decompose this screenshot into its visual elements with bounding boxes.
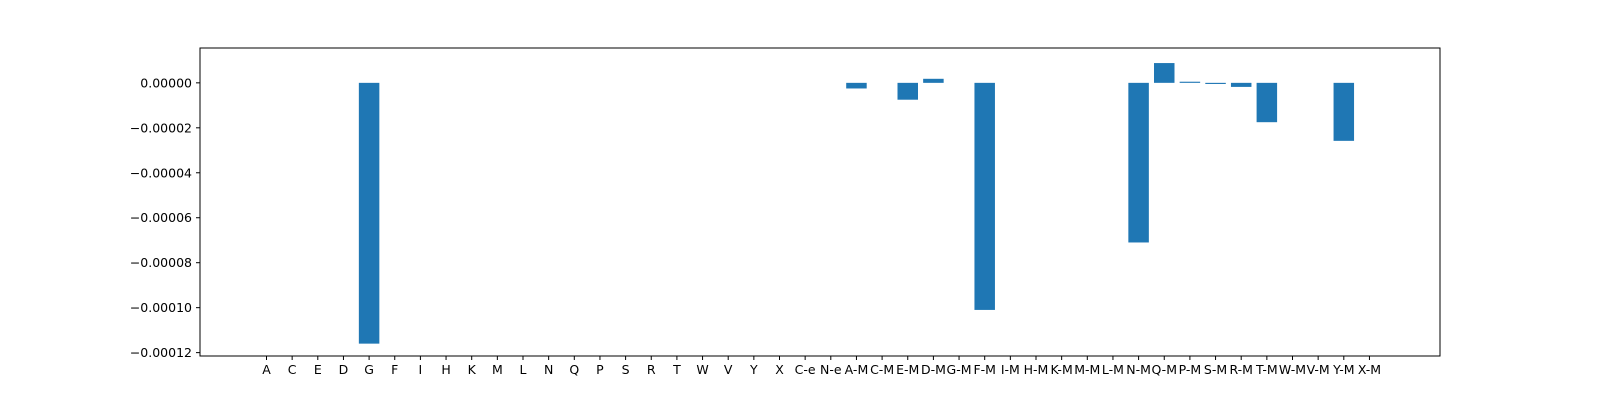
x-axis-ticks: A C E D G F I H K M L N Q P S R T W V Y X C-e N-e A-M C-M E-M D-M G… (262, 356, 1381, 377)
x-tick-label: Y-M (1332, 362, 1354, 377)
x-tick-label: X-M (1358, 362, 1381, 377)
x-tick-label: Q (569, 362, 579, 377)
x-tick-label: L (520, 362, 527, 377)
x-tick-label: P-M (1179, 362, 1202, 377)
x-tick-label: N-M (1126, 362, 1151, 377)
y-tick-label: −0.00002 (130, 120, 192, 135)
x-tick-label: A (262, 362, 271, 377)
x-tick-label: R-M (1229, 362, 1252, 377)
x-tick-label: H (441, 362, 450, 377)
x-tick-label: D (339, 362, 349, 377)
x-tick-label: E-M (896, 362, 919, 377)
x-tick-label: A-M (845, 362, 869, 377)
bar-F-M (974, 82, 995, 310)
x-tick-label: T (672, 362, 681, 377)
x-tick-label: R (647, 362, 656, 377)
x-tick-label: I (419, 362, 423, 377)
x-tick-label: V (724, 362, 733, 377)
x-tick-label: L-M (1102, 362, 1124, 377)
x-tick-label: C-M (870, 362, 894, 377)
bar-E-M (897, 82, 918, 100)
y-tick-label: −0.00006 (130, 210, 192, 225)
y-tick-label: 0.00000 (140, 75, 192, 90)
x-tick-label: V-M (1307, 362, 1330, 377)
y-axis-ticks: 0.00000 −0.00002 −0.00004 −0.00006 −0.00008 −… (130, 75, 200, 360)
bar-Y-M (1333, 82, 1355, 141)
x-tick-label: E (314, 362, 322, 377)
bar-R-M (1230, 82, 1252, 87)
x-tick-label: D-M (921, 362, 946, 377)
bar-S-M (1205, 82, 1226, 84)
y-tick-label: −0.00008 (130, 255, 192, 270)
y-tick-label: −0.00010 (130, 300, 192, 315)
x-tick-label: F-M (973, 362, 996, 377)
x-tick-label: Q-M (1152, 362, 1177, 377)
x-tick-label: P (596, 362, 604, 377)
x-tick-label: G-M (947, 362, 972, 377)
y-tick-label: −0.00004 (130, 165, 192, 180)
bar-D-M (923, 78, 944, 83)
x-tick-label: F (391, 362, 398, 377)
bar-N-M (1128, 82, 1149, 243)
bar-Q-M (1154, 63, 1175, 83)
y-tick-label: −0.00012 (130, 345, 192, 360)
x-tick-label: C-e (795, 362, 816, 377)
x-tick-label: M-M (1074, 362, 1100, 377)
bars-group (358, 63, 1355, 344)
x-tick-label: T-M (1255, 362, 1278, 377)
x-tick-label: H-M (1024, 362, 1049, 377)
x-tick-label: M (492, 362, 503, 377)
x-tick-label: N (544, 362, 553, 377)
x-tick-label: S (622, 362, 630, 377)
x-tick-label: K-M (1051, 362, 1073, 377)
x-tick-label: I-M (1001, 362, 1020, 377)
x-tick-label: Y (749, 362, 758, 377)
bar-A-M (846, 82, 867, 89)
x-tick-label: S-M (1204, 362, 1227, 377)
x-tick-label: G (364, 362, 374, 377)
x-tick-label: N-e (820, 362, 842, 377)
plot-frame (199, 47, 1441, 357)
x-tick-label: C (288, 362, 297, 377)
bar-G (358, 82, 380, 344)
x-tick-label: W (696, 362, 708, 377)
bar-P-M (1179, 81, 1201, 83)
bar-T-M (1256, 82, 1278, 123)
x-tick-label: X (775, 362, 784, 377)
x-tick-label: W-M (1279, 362, 1306, 377)
x-tick-label: K (468, 362, 477, 377)
